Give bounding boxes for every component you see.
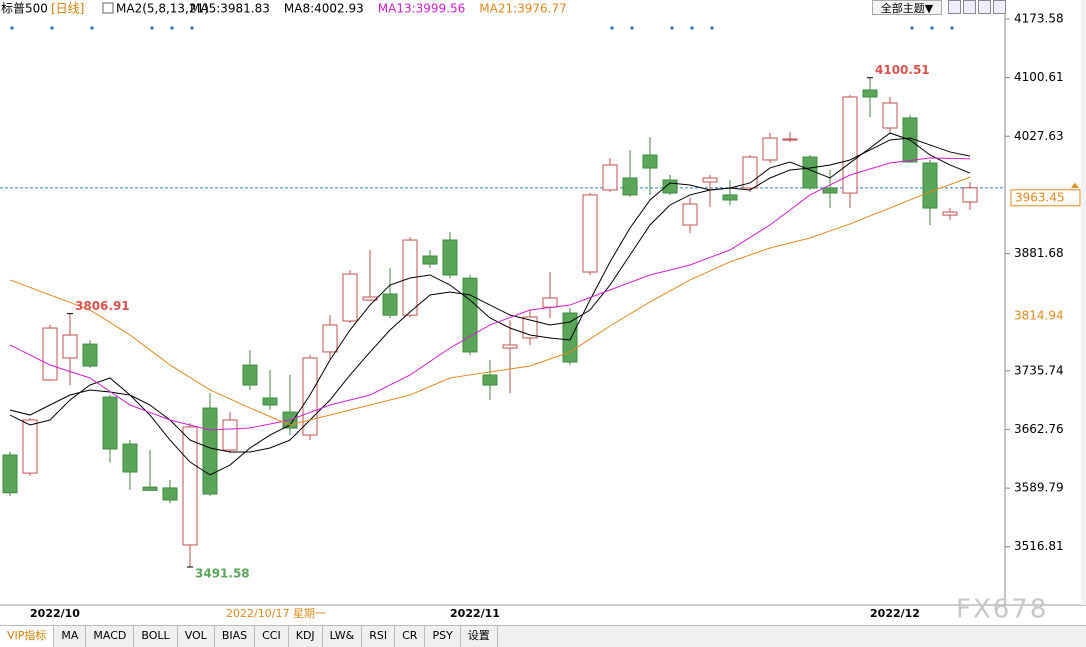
candle-body [62,334,78,359]
last-price-arrow [1071,182,1079,188]
candle-body [522,316,538,339]
y-tick-label: 3516.81 [1014,539,1064,553]
legend-entry: MA8:4002.93 [284,2,364,16]
y-tick-label: 3589.79 [1014,481,1064,495]
candle-body [842,96,858,194]
candles [2,77,978,568]
candle-body [382,293,398,316]
tab[interactable]: MACD [86,626,135,647]
cursor-date: 2022/10/17 星期一 [226,607,326,620]
candle-body [202,407,218,495]
candle-body [22,419,38,474]
side-panel [1081,0,1086,605]
candle-body [642,154,658,169]
candle-body [322,324,338,353]
candle-body [442,239,458,276]
candle-body [462,277,478,353]
candle-body [602,164,618,191]
icon [102,2,114,14]
background [0,0,1086,625]
tab[interactable]: KDJ [289,626,323,647]
x-tick-label: 2022/10 [30,607,80,620]
candle-body [722,194,738,201]
tab[interactable]: PSY [425,626,461,647]
candle-body [762,137,778,161]
legend-entry: MA13:3999.56 [378,2,466,16]
candle-body [162,487,178,501]
candle-body [82,343,98,367]
candle-body [862,89,878,98]
ma-line [9,176,971,426]
watermark: FX678 [956,595,1048,625]
candle-body [962,187,978,203]
candle-body [562,312,578,363]
chart: 标普500 [日线] MA2(5,8,13,21) FX678 4173.58 4… [0,0,1086,625]
ma-line [9,157,971,431]
tab[interactable]: MA [54,626,87,647]
tab[interactable]: BIAS [215,626,256,647]
tab[interactable]: CCI [255,626,289,647]
last-price-box [1010,189,1081,207]
candle-body [782,138,798,141]
candle-body [122,443,138,473]
y-tick-label: 4027.63 [1014,129,1064,143]
candle-body [702,177,718,183]
legend-entry: MA5:3981.83 [190,2,270,16]
annotation: 4100.51 [875,63,930,77]
ma-line [9,132,971,476]
last-price-label: 3963.45 [1015,190,1065,204]
candle-body [882,102,898,129]
y-tick-label: 4100.61 [1014,70,1064,84]
legend-entry: MA21:3976.77 [479,2,567,16]
event-dots [10,26,954,30]
candle-body [922,162,938,209]
cursor-price: 3814.94 [1014,309,1064,323]
candle-body [542,297,558,308]
tab[interactable]: RSI [362,626,396,647]
candle-body [622,177,638,196]
tab[interactable]: BOLL [134,626,178,647]
icon-button[interactable] [963,0,976,14]
indicator: MA2(5,8,13,21) [116,2,209,16]
candle-body [942,211,958,216]
candle-body [182,426,198,546]
tab[interactable]: LW& [323,626,363,647]
annotation: 3806.91 [75,299,130,313]
candle-body [302,357,318,436]
y-tick-label: 3735.74 [1014,363,1064,377]
y-tick-label: 3881.68 [1014,246,1064,260]
indicator-tabs: VIP指标 MA MACD BOLL VOL BIAS CCI KDJ LW& RSI CR PSY 设… [0,625,1086,647]
candle-body [682,203,698,226]
candle-body [242,364,258,386]
annotation: 3491.58 [195,567,250,581]
candle-body [2,454,18,494]
tab[interactable]: VOL [178,626,215,647]
x-tick-label: 2022/11 [450,607,500,620]
y-tick-label: 4173.58 [1014,11,1064,25]
candle-body [482,374,498,386]
y-tick-label: 3662.76 [1014,422,1064,436]
candle-body [822,187,838,194]
icon-button[interactable] [993,0,1006,14]
chart-title: 标普500 [1,2,48,16]
candle-body [102,396,118,450]
candle-body [142,486,158,491]
candle-body [422,255,438,265]
candle-body [582,194,598,273]
candle-body [502,344,518,349]
period: [日线] [51,2,84,16]
theme-button[interactable]: 全部主题▼ [872,0,942,15]
tab[interactable]: CR [395,626,426,647]
x-tick-label: 2022/12 [870,607,920,620]
icon-button[interactable] [948,0,961,14]
tab[interactable]: 设置 [461,626,498,647]
candle-body [42,327,58,381]
candle-body [222,419,238,451]
candle-body [262,397,278,406]
tab[interactable]: VIP指标 [0,626,55,647]
candle-body [342,273,358,322]
icon-button[interactable] [978,0,991,14]
candle-body [802,156,818,189]
